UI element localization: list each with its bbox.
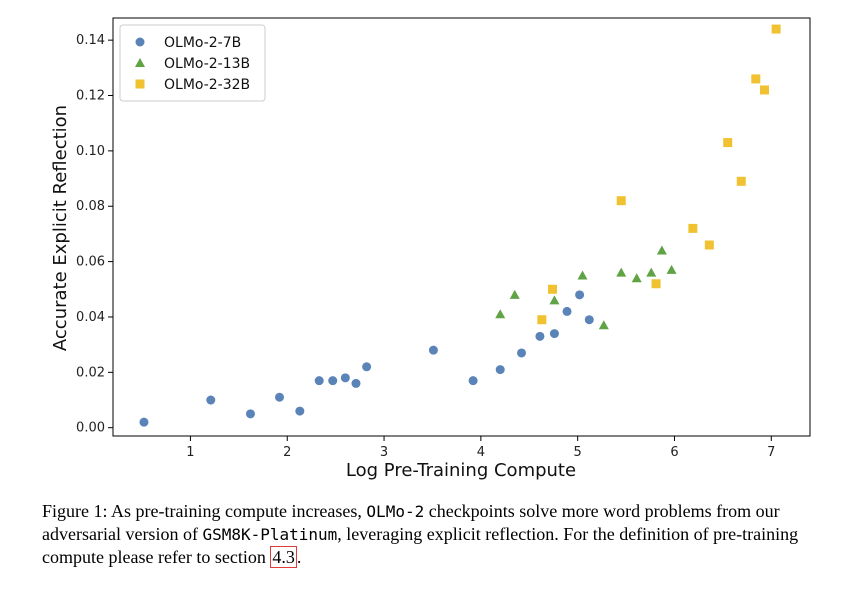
- caption-middle: checkpoints solve more word problems fro…: [42, 501, 780, 544]
- legend-marker-square: [135, 79, 145, 89]
- y-tick-label: 0.04: [76, 310, 105, 325]
- legend-label: OLMo-2-7B: [164, 35, 241, 51]
- section-reference-link[interactable]: 4.3: [270, 546, 297, 568]
- data-point: [517, 348, 527, 358]
- x-tick-label: 6: [670, 445, 678, 460]
- figure-caption: Figure 1: As pre-training compute increa…: [42, 500, 832, 568]
- data-point: [340, 373, 350, 383]
- data-point: [428, 345, 438, 355]
- data-point: [495, 365, 505, 375]
- data-point: [616, 196, 626, 206]
- legend-marker-triangle: [135, 58, 145, 67]
- y-tick-label: 0.02: [76, 365, 105, 380]
- x-axis-title: Log Pre-Training Compute: [346, 460, 576, 481]
- caption-dataset-code: GSM8K-Platinum: [202, 525, 338, 544]
- data-points: [139, 24, 781, 427]
- y-tick-label: 0.10: [76, 144, 105, 159]
- data-point: [760, 85, 770, 95]
- legend-label: OLMo-2-32B: [164, 77, 250, 93]
- data-point: [656, 245, 667, 255]
- data-point: [723, 138, 733, 148]
- caption-model-code: OLMo-2: [366, 502, 425, 521]
- y-tick-label: 0.14: [76, 33, 105, 48]
- data-point: [362, 362, 372, 372]
- y-axis-ticks: 0.00 0.02 0.04 0.06 0.08 0.10 0.12 0.14: [76, 33, 113, 436]
- data-point: [275, 392, 285, 402]
- caption-prefix: Figure 1: As pre-training compute increa…: [42, 501, 367, 521]
- y-axis-title: Accurate Explicit Reflection: [50, 105, 71, 351]
- data-point: [584, 315, 594, 325]
- legend-marker-circle: [135, 37, 145, 47]
- data-point: [616, 267, 627, 277]
- x-axis-ticks: 1 2 3 4 5 6 7: [186, 436, 775, 460]
- data-point: [577, 270, 588, 280]
- data-point: [704, 240, 714, 250]
- data-point: [206, 395, 216, 405]
- data-point: [646, 267, 657, 277]
- x-tick-label: 1: [186, 445, 194, 460]
- data-point: [537, 315, 547, 325]
- series-olmo-2-32b: [537, 24, 781, 325]
- data-point: [598, 320, 609, 330]
- data-point: [771, 24, 781, 34]
- data-point: [575, 290, 585, 300]
- x-tick-label: 5: [574, 445, 582, 460]
- y-tick-label: 0.06: [76, 255, 105, 270]
- data-point: [351, 378, 361, 388]
- data-point: [549, 295, 560, 305]
- data-point: [295, 406, 305, 416]
- x-tick-label: 3: [380, 445, 388, 460]
- legend: OLMo-2-7B OLMo-2-13B OLMo-2-32B: [119, 24, 266, 102]
- data-point: [139, 417, 149, 427]
- data-point: [495, 309, 506, 319]
- y-tick-label: 0.12: [76, 89, 105, 104]
- data-point: [245, 409, 255, 419]
- x-tick-label: 7: [767, 445, 775, 460]
- data-point: [549, 329, 559, 339]
- series-olmo-2-13b: [495, 245, 677, 330]
- scatter-chart: 1 2 3 4 5 6 7 0.00 0.02 0.04 0.06 0.08 0.10 0.12 0.14…: [50, 17, 811, 481]
- data-point: [736, 176, 746, 186]
- data-point: [535, 331, 545, 341]
- legend-label: OLMo-2-13B: [164, 56, 250, 72]
- data-point: [688, 223, 698, 233]
- data-point: [328, 376, 338, 386]
- data-point: [562, 306, 572, 316]
- y-tick-label: 0.08: [76, 199, 105, 214]
- data-point: [509, 289, 520, 299]
- caption-after-dataset: , leveraging explicit reflection. For th…: [42, 524, 799, 567]
- y-tick-label: 0.00: [76, 421, 105, 436]
- x-tick-label: 4: [477, 445, 485, 460]
- data-point: [631, 273, 642, 283]
- series-olmo-2-7b: [139, 290, 594, 427]
- data-point: [666, 264, 677, 274]
- data-point: [468, 376, 478, 386]
- data-point: [314, 376, 324, 386]
- data-point: [751, 74, 761, 84]
- data-point: [547, 284, 557, 294]
- x-tick-label: 2: [283, 445, 291, 460]
- data-point: [651, 279, 661, 289]
- caption-suffix: .: [296, 547, 302, 567]
- legend-box: [119, 24, 266, 102]
